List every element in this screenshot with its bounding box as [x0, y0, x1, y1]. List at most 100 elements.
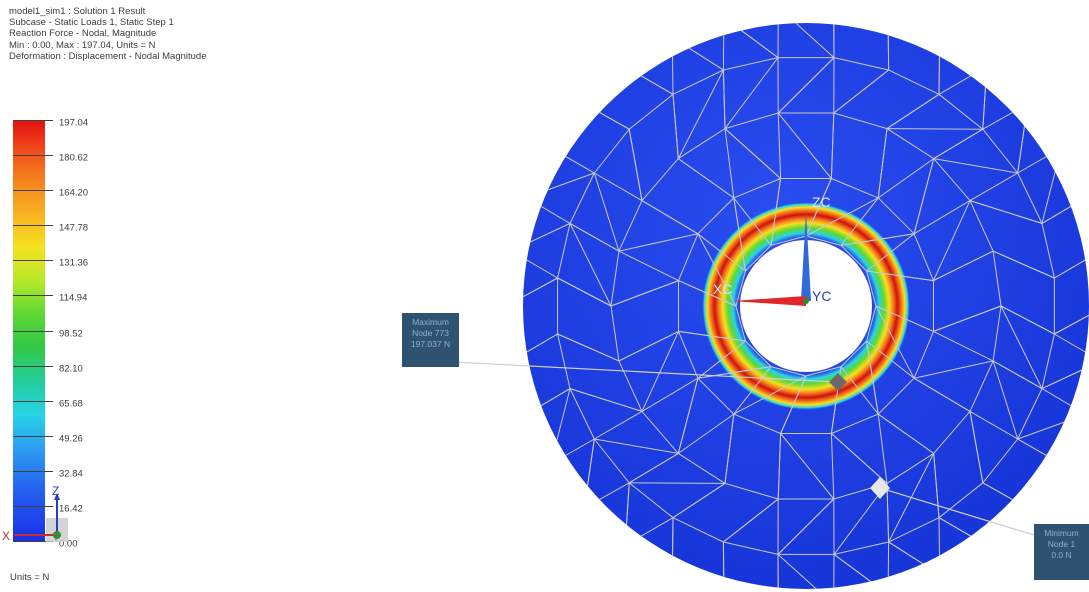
- mesh-edge: [733, 178, 781, 199]
- minimum-callout[interactable]: Minimum Node 1 0.0 N: [1034, 524, 1089, 580]
- mesh-edge: [866, 340, 879, 415]
- mesh-edge: [982, 438, 1019, 484]
- mesh-edge: [938, 37, 941, 95]
- mesh-edge: [866, 233, 915, 272]
- mesh-edge: [569, 223, 612, 307]
- legend-label: 197.04: [59, 117, 89, 129]
- mesh-edge: [557, 333, 620, 362]
- mesh-edge: [557, 333, 571, 389]
- mesh-edge: [678, 330, 746, 342]
- model-title: model1_sim1 : Solution 1 Result: [9, 6, 146, 17]
- mesh-edge: [557, 277, 612, 307]
- range-text: Min : 0.00, Max : 197.04, Units = N: [9, 39, 156, 51]
- mesh-edge: [887, 574, 940, 589]
- mesh-edge: [723, 57, 779, 71]
- mesh-edge: [618, 250, 679, 282]
- mesh-edge: [610, 251, 620, 307]
- mesh-edge: [722, 541, 725, 589]
- mesh-edge: [723, 498, 779, 543]
- triad-y-label: Y: [53, 533, 59, 543]
- min-callout-node: Node 1: [1047, 539, 1076, 549]
- mesh-edge: [525, 147, 552, 198]
- mesh-edge: [618, 200, 643, 252]
- mesh-edge: [770, 235, 807, 246]
- mesh-edge: [886, 128, 934, 160]
- legend-label: 164.20: [59, 187, 89, 199]
- mesh-edge: [780, 433, 835, 500]
- mesh-edge: [780, 375, 807, 434]
- legend-label: 114.94: [59, 292, 88, 304]
- mesh-edge: [641, 331, 679, 412]
- mesh-edge: [933, 453, 940, 518]
- mesh-edge: [733, 366, 772, 415]
- mesh-edge: [831, 413, 879, 434]
- mesh-edge: [724, 482, 779, 500]
- legend-tick: [13, 401, 53, 402]
- mesh-edge: [770, 366, 807, 377]
- mesh-edge: [678, 331, 699, 379]
- legend-label: 98.52: [59, 328, 83, 339]
- mesh-edge: [877, 128, 888, 198]
- max-leader-line: [452, 361, 837, 383]
- mesh-edge: [938, 93, 984, 130]
- max-callout-title: Maximum: [412, 317, 449, 327]
- mesh-edge: [523, 197, 527, 252]
- mesh-edge: [840, 340, 867, 367]
- mesh-edge: [677, 378, 699, 454]
- mesh-edge: [777, 57, 835, 114]
- mesh-edge: [722, 23, 725, 71]
- legend-label: 82.10: [59, 363, 83, 375]
- mesh-edge: [745, 340, 772, 367]
- mesh-edge: [933, 250, 994, 282]
- mesh-edge: [805, 197, 879, 237]
- legend-label: 65.68: [59, 398, 83, 410]
- mesh-edge: [777, 112, 782, 179]
- mesh-edge: [938, 482, 984, 519]
- mesh-edge: [887, 23, 940, 38]
- mesh-edge: [992, 251, 1002, 307]
- mesh-edge: [618, 360, 643, 412]
- xc-axis: [732, 296, 806, 306]
- result-type-text: Reaction Force - Nodal, Magnitude: [9, 28, 157, 40]
- mesh-edge: [678, 128, 726, 160]
- mesh-edge: [913, 200, 971, 235]
- mesh-edge: [724, 128, 781, 179]
- mesh-edge: [830, 433, 835, 500]
- mesh-edge: [523, 222, 571, 252]
- mesh-edge: [877, 413, 934, 454]
- max-node-marker[interactable]: [829, 373, 847, 391]
- mesh-edge: [735, 305, 746, 342]
- mesh-edge: [745, 245, 772, 272]
- mesh-edge: [866, 270, 934, 282]
- mesh-edge: [913, 377, 971, 412]
- mesh-edge: [594, 172, 643, 202]
- mesh-edge: [938, 517, 941, 575]
- max-callout-node: Node 773: [412, 328, 449, 338]
- mesh-edge: [672, 482, 726, 519]
- mesh-edge: [523, 277, 558, 307]
- mesh-edge: [593, 128, 630, 174]
- mesh-edge: [992, 305, 1002, 361]
- legend-label: 16.42: [59, 503, 83, 515]
- max-callout-value: 197.037 N: [410, 339, 451, 349]
- mesh-edge: [735, 270, 746, 307]
- mesh-edge: [886, 93, 940, 130]
- mesh-edge: [1054, 250, 1089, 279]
- mesh-edge: [933, 128, 984, 160]
- min-leader-line: [879, 487, 1035, 536]
- mesh-edge: [672, 94, 679, 159]
- mesh-edge: [672, 517, 724, 543]
- mesh-edge: [523, 360, 527, 415]
- maximum-callout[interactable]: Maximum Node 773 197.037 N: [402, 313, 459, 367]
- legend-tick: [13, 295, 53, 296]
- mesh-edge: [831, 178, 879, 199]
- result-info-header: model1_sim1 : Solution 1 Result Subcase …: [9, 6, 206, 62]
- mesh-edge: [678, 280, 737, 307]
- mesh-edge: [933, 411, 971, 454]
- min-node-marker[interactable]: [870, 477, 890, 499]
- mesh-edge: [969, 410, 1018, 440]
- model-viewport[interactable]: ZC XC YC: [380, 0, 1089, 592]
- mesh-edge: [569, 388, 643, 412]
- mesh-edge: [913, 331, 934, 379]
- view-triad: Z X Y: [2, 485, 68, 543]
